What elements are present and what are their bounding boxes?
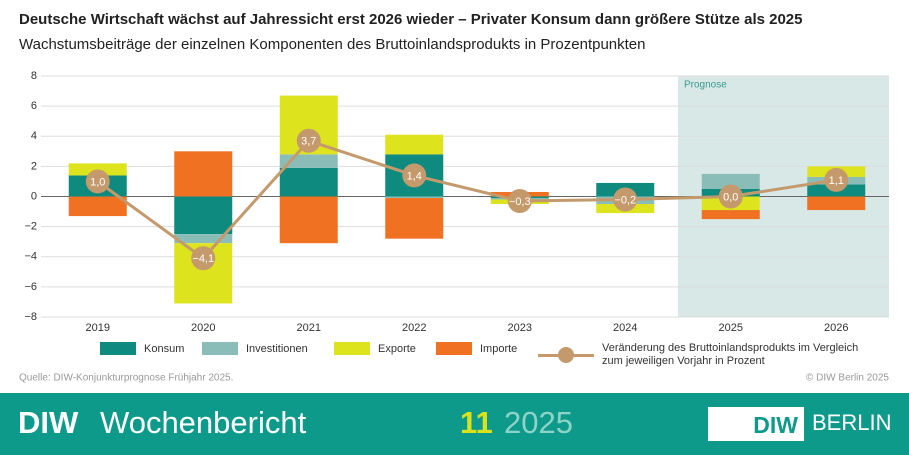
- line-marker: [718, 184, 743, 209]
- bar: [279, 167, 338, 197]
- line-marker: [296, 128, 321, 153]
- bar: [279, 196, 338, 244]
- value-label: 0,0: [723, 191, 738, 203]
- legend-item: Investitionen: [202, 342, 308, 355]
- forecast-label: Prognose: [684, 80, 727, 91]
- x-tick-label: 2021: [297, 322, 321, 334]
- bar: [279, 154, 338, 168]
- line-marker: [613, 187, 638, 212]
- footer: DIW Wochenbericht 11 2025 DIW BERLIN: [0, 393, 909, 455]
- bar: [701, 173, 760, 189]
- chart-title: Deutsche Wirtschaft wächst auf Jahressic…: [19, 11, 803, 28]
- value-label: −0,3: [509, 196, 531, 208]
- legend-marker: [558, 347, 574, 363]
- legend-swatch: [100, 342, 136, 355]
- x-tick-label: 2020: [191, 322, 215, 334]
- value-label: 1,4: [407, 170, 422, 182]
- legend-swatch: [436, 342, 472, 355]
- legend-label: Exporte: [378, 342, 416, 355]
- footer-brand: DIW: [18, 405, 79, 440]
- copyright: © DIW Berlin 2025: [806, 373, 889, 384]
- legend-swatch: [334, 342, 370, 355]
- value-label: −4,1: [192, 253, 214, 265]
- bar: [701, 210, 760, 220]
- bar: [68, 163, 127, 176]
- legend-item: Exporte: [334, 342, 416, 355]
- x-tick-label: 2022: [402, 322, 426, 334]
- y-tick-label: −8: [24, 311, 37, 323]
- line: [96, 139, 837, 261]
- value-label: 1,1: [829, 175, 844, 187]
- footer-publication: Wochenbericht: [100, 405, 307, 440]
- y-tick-label: 2: [31, 160, 37, 172]
- legend-label: Investitionen: [246, 342, 308, 355]
- x-tick-label: 2025: [719, 322, 743, 334]
- legend-item: Veränderung des Bruttoinlandsprodukts im…: [538, 342, 872, 368]
- legend-label: Veränderung des Bruttoinlandsprodukts im…: [602, 342, 859, 367]
- x-tick-label: 2026: [824, 322, 848, 334]
- line-marker: [824, 167, 849, 192]
- logo-box: DIW: [708, 407, 804, 441]
- chart-subtitle: Wachstumsbeiträge der einzelnen Komponen…: [19, 36, 646, 53]
- y-tick-label: 6: [31, 100, 37, 112]
- value-label: 1,0: [90, 176, 105, 188]
- bar: [68, 196, 127, 217]
- legend-label: Konsum: [144, 342, 185, 355]
- y-tick-label: −4: [24, 251, 37, 263]
- legend-label: Importe: [480, 342, 518, 355]
- bar: [174, 151, 233, 197]
- value-label: −0,2: [614, 194, 636, 206]
- legend-item: Konsum: [100, 342, 184, 355]
- x-tick-label: 2023: [508, 322, 532, 334]
- y-tick-label: −6: [24, 281, 37, 293]
- bar: [385, 134, 444, 155]
- legend-item: Importe: [436, 342, 517, 355]
- bar: [385, 198, 444, 239]
- source: Quelle: DIW-Konjunkturprognose Frühjahr …: [19, 373, 233, 384]
- line-marker: [507, 189, 532, 214]
- bar: [174, 196, 233, 235]
- line-marker: [191, 246, 216, 271]
- chart: Deutsche Wirtschaft wächst auf Jahressic…: [19, 11, 889, 384]
- legend-swatch: [538, 347, 594, 363]
- line-marker: [85, 169, 110, 194]
- bar: [385, 196, 444, 199]
- value-label: 3,7: [301, 136, 316, 148]
- logo-right: BERLIN: [812, 410, 892, 435]
- bar: [174, 234, 233, 244]
- y-tick-label: 4: [31, 130, 37, 142]
- footer-issue: 11: [460, 405, 493, 440]
- logo-text: DIW: [753, 412, 798, 438]
- y-tick-label: 0: [31, 190, 37, 202]
- y-tick-label: 8: [31, 70, 37, 82]
- line-marker: [402, 163, 427, 188]
- x-tick-label: 2019: [86, 322, 110, 334]
- y-tick-label: −2: [24, 221, 37, 233]
- legend-swatch: [202, 342, 238, 355]
- bar: [807, 196, 866, 211]
- x-tick-label: 2024: [613, 322, 637, 334]
- footer-year: 2025: [504, 405, 573, 440]
